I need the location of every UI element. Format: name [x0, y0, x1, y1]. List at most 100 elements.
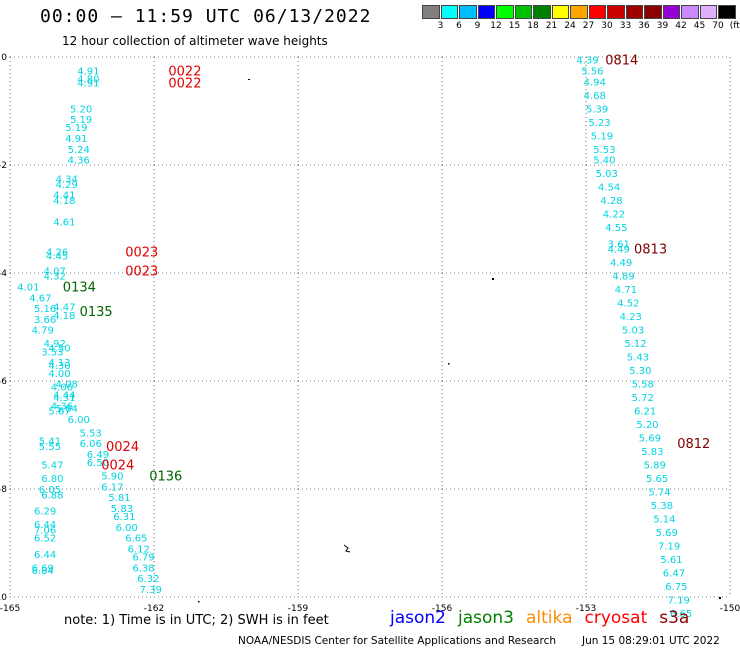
swh-value-label: 6.00 — [116, 523, 138, 534]
color-scale-label: 21 — [545, 21, 558, 31]
swh-value-label: 5.72 — [632, 393, 654, 404]
swh-value-label: 5.04 — [56, 404, 78, 415]
y-tick-label: -4 — [0, 269, 7, 279]
swh-value-label: 5.65 — [646, 474, 668, 485]
swh-value-label: 5.53 — [80, 428, 102, 439]
island-mark — [248, 79, 250, 80]
swh-value-label: 6.50 — [87, 458, 109, 469]
color-swatch — [514, 5, 532, 19]
swh-value-label: 4.79 — [32, 326, 54, 337]
swh-value-label: 6.00 — [68, 415, 90, 426]
time-label: 0022 — [168, 65, 201, 80]
legend-entry-jason3: jason3 — [458, 608, 514, 628]
color-scale-label: 36 — [638, 21, 650, 31]
color-swatch — [477, 5, 495, 19]
swh-value-label: 4.67 — [29, 293, 51, 304]
swh-value-label: 6.38 — [132, 563, 154, 574]
swh-value-label: 4.44 — [53, 391, 75, 402]
swh-value-label: 4.55 — [605, 223, 627, 234]
color-scale-label: (ft) — [729, 21, 740, 31]
axis-ticks: -165 -162 -159 -156 -153 -150 0 -2 -4 -6 -8 -10 — [0, 53, 740, 614]
swh-value-label: 4.91 — [65, 134, 87, 145]
swh-value-label: 5.74 — [648, 488, 670, 499]
swh-value-label: 5.14 — [653, 515, 675, 526]
color-scale-label: 15 — [508, 21, 521, 31]
color-swatch — [699, 5, 717, 19]
swh-value-label: 4.26 — [46, 247, 68, 258]
swh-value-label: 3.66 — [34, 315, 56, 326]
swh-value-label: 5.03 — [596, 169, 618, 180]
swh-value-label: 5.69 — [639, 434, 661, 445]
color-swatch — [607, 5, 625, 19]
swh-value-label: 4.36 — [68, 156, 90, 167]
swh-value-label: 4.71 — [615, 285, 637, 296]
swh-value-label: 6.05 — [39, 485, 61, 496]
color-scale-label: 12 — [490, 21, 502, 31]
swh-value-label: 7.19 — [658, 542, 680, 553]
page-title: 00:00 – 11:59 UTC 06/13/2022 — [40, 6, 372, 27]
color-scale-label: 27 — [582, 21, 595, 31]
swh-value-label: 6.80 — [41, 474, 63, 485]
swh-value-label: 4.41 — [53, 191, 75, 202]
island-mark — [448, 363, 450, 365]
swh-value-label: 5.12 — [624, 339, 646, 350]
swh-value-label: 6.47 — [663, 569, 685, 580]
x-tick-label: -153 — [576, 604, 596, 614]
swh-value-label: 6.84 — [32, 566, 54, 577]
swh-value-label: 6.65 — [670, 609, 692, 620]
color-swatch — [681, 5, 699, 19]
color-scale-label: 70 — [712, 21, 724, 31]
swh-value-label: 6.49 — [87, 450, 109, 461]
island-mark — [492, 278, 494, 280]
swh-value-label: 4.52 — [617, 299, 639, 310]
swh-value-label: 5.16 — [34, 304, 56, 315]
x-tick-label: -150 — [720, 604, 740, 614]
swh-value-label: 5.41 — [39, 436, 61, 447]
swh-value-label: 6.44 — [34, 550, 56, 561]
swh-value-label: 4.18 — [53, 196, 75, 207]
color-scale-label: 39 — [656, 21, 669, 31]
swh-value-label: 5.69 — [656, 528, 678, 539]
swh-value-label: 6.29 — [34, 507, 56, 518]
y-tick-label: -6 — [0, 377, 7, 387]
color-swatch — [422, 5, 440, 19]
swh-value-label: 4.07 — [44, 266, 66, 277]
swh-value-label: 4.32 — [44, 272, 66, 283]
swh-value-label: 4.22 — [603, 210, 625, 221]
color-scale-label: 42 — [675, 21, 687, 31]
swh-value-label: 6.44 — [34, 520, 56, 531]
swh-value-label: 5.53 — [593, 145, 615, 156]
color-scale-label: 3 — [437, 21, 444, 31]
swh-value-label: 5.83 — [111, 504, 133, 515]
swh-value-label: 4.45 — [46, 252, 68, 263]
color-scale-label: 24 — [564, 21, 576, 31]
satellite-legend: jason2 jason3 altika cryosat s3a — [390, 608, 701, 628]
swh-value-label: 4.23 — [620, 312, 642, 323]
x-tick-label: -159 — [288, 604, 309, 614]
swh-value-label: 4.06 — [51, 382, 73, 393]
swh-value-label: 4.94 — [584, 77, 606, 88]
color-swatch — [625, 5, 643, 19]
swh-value-label: 5.56 — [581, 67, 603, 78]
legend-entry-jason2: jason2 — [390, 608, 446, 628]
swh-value-label: 5.81 — [108, 493, 130, 504]
color-scale-label: 18 — [527, 21, 539, 31]
swh-value-label: 4.39 — [576, 56, 598, 67]
swh-value-label: 4.47 — [53, 302, 75, 313]
y-tick-label: -8 — [0, 485, 7, 495]
swh-value-label: 4.49 — [610, 258, 632, 269]
time-label: 0812 — [677, 437, 710, 452]
x-tick-label: -162 — [144, 604, 164, 614]
swh-value-label: 4.92 — [44, 339, 66, 350]
time-label: 0022 — [168, 76, 201, 91]
swh-value-label: 5.38 — [651, 501, 673, 512]
swh-value-label: 4.50 — [48, 344, 70, 355]
time-label: 0023 — [125, 245, 158, 260]
color-swatch — [588, 5, 606, 19]
swh-value-label: 4.00 — [48, 369, 70, 380]
swh-value-label: 6.65 — [125, 534, 147, 545]
map-grid — [9, 56, 731, 598]
time-label: 0813 — [634, 243, 667, 258]
